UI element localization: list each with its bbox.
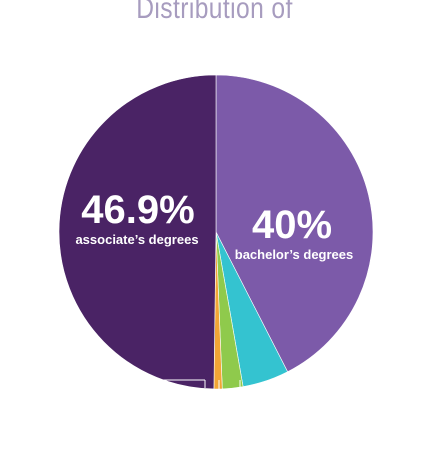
slice-sub-label-bachelors: bachelor’s degrees xyxy=(235,247,354,262)
pie-slice-0 xyxy=(215,74,374,373)
slice-value-label-associates: 46.9% xyxy=(81,188,194,232)
leader-lines xyxy=(160,379,241,389)
pie-slice-4 xyxy=(58,74,217,390)
slice-sub-label-associates: associate’s degrees xyxy=(75,232,198,247)
chart-title: Distribution of xyxy=(136,0,293,25)
pie-slices xyxy=(58,74,374,390)
slice-value-label-bachelors: 40% xyxy=(252,203,332,247)
